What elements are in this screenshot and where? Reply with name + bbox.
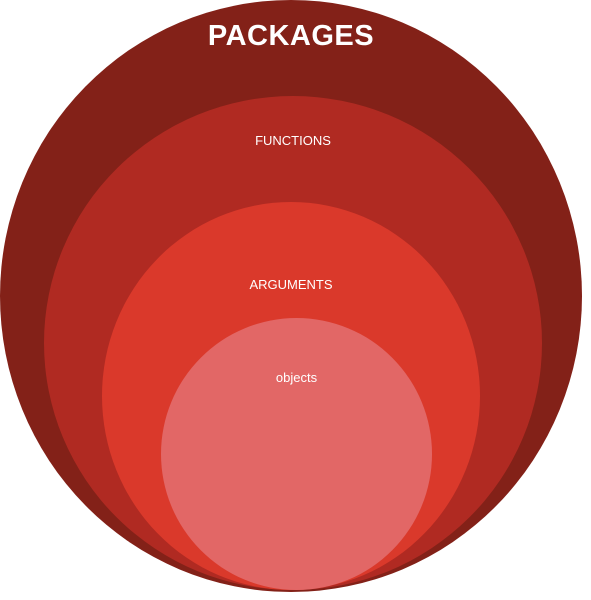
objects-circle: objects bbox=[161, 318, 432, 590]
packages-label: PACKAGES bbox=[207, 20, 375, 52]
arguments-label: ARGUMENTS bbox=[249, 277, 333, 292]
functions-label: FUNCTIONS bbox=[255, 133, 331, 148]
objects-label: objects bbox=[275, 370, 318, 385]
